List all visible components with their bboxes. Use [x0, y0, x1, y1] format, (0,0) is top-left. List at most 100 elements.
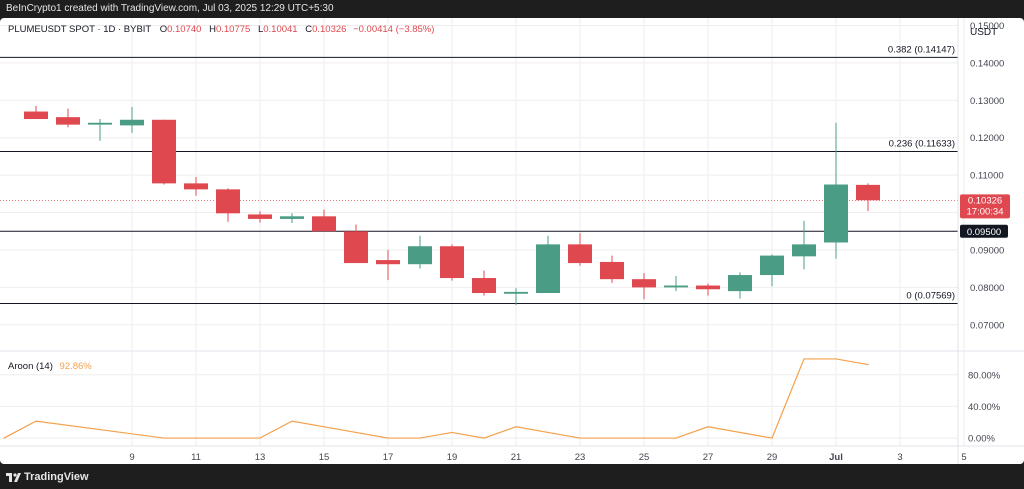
- svg-text:PLUMEUSDT SPOT · 1D · BYBIT: PLUMEUSDT SPOT · 1D · BYBIT O0.10740 H0.…: [8, 24, 434, 35]
- candle-body: [856, 184, 880, 201]
- aroon-name: Aroon (14): [8, 361, 53, 372]
- close-label: C: [305, 24, 312, 35]
- low-value: 0.10041: [263, 24, 297, 35]
- aroon-tick-label: 40.00%: [968, 402, 1001, 413]
- time-tick-label: 15: [319, 452, 330, 463]
- close-value: 0.10326: [312, 24, 346, 35]
- time-tick-label: 3: [897, 452, 902, 463]
- candle-body: [760, 255, 784, 276]
- aroon-pane: [3, 358, 869, 439]
- candle-body: [248, 214, 272, 219]
- candle-body: [440, 246, 464, 279]
- aroon-tick-label: 80.00%: [968, 370, 1001, 381]
- aroon-point: [451, 431, 453, 434]
- time-axis: 9 11 13 15 17 19 21 23 25 27 29 Jul 3 5: [129, 452, 966, 463]
- candle-body: [280, 216, 304, 219]
- price-tick-label: 0.08000: [970, 283, 1004, 294]
- high-value: 0.10775: [216, 24, 250, 35]
- candle-body: [120, 119, 144, 126]
- candle-body: [24, 111, 48, 120]
- time-tick-label: 21: [511, 452, 522, 463]
- aroon-point: [259, 437, 261, 439]
- aroon-point: [547, 431, 549, 434]
- aroon-legend: Aroon (14) 92.86%: [8, 361, 92, 372]
- aroon-line: [3, 358, 869, 439]
- fib-levels: 0.382 (0.14147) 0.236 (0.11633) 0 (0.07569…: [0, 44, 958, 305]
- aroon-point: [643, 437, 645, 439]
- time-tick-label: Jul: [829, 452, 843, 463]
- chart-card: 0.382 (0.14147) 0.236 (0.11633) 0 (0.07569…: [0, 18, 1024, 464]
- candle-body: [88, 122, 112, 125]
- candle-body: [376, 260, 400, 265]
- fib-level-label: 0.382 (0.14147): [888, 44, 955, 55]
- candle-body: [344, 231, 368, 264]
- aroon-point: [771, 437, 773, 439]
- price-tick-label: 0.13000: [970, 96, 1004, 107]
- aroon-point: [867, 363, 869, 366]
- aroon-point: [835, 358, 837, 360]
- aroon-point: [419, 437, 421, 439]
- creator-bar: BeInCrypto1 created with TradingView.com…: [0, 0, 1024, 18]
- candle-body: [536, 244, 560, 294]
- price-tick-label: 0.11000: [970, 171, 1004, 182]
- aroon-point: [163, 437, 165, 439]
- candle-body: [568, 244, 592, 264]
- candle-body: [184, 183, 208, 190]
- candle-body: [824, 184, 848, 243]
- tradingview-logo-icon: [6, 473, 21, 482]
- candle-body: [216, 189, 240, 214]
- candle-body: [472, 278, 496, 294]
- time-tick-label: 11: [191, 452, 201, 463]
- time-tick-label: 5: [961, 452, 966, 463]
- tradingview-footer: TradingView: [0, 466, 1024, 489]
- time-tick-label: 13: [255, 452, 266, 463]
- open-value: 0.10740: [167, 24, 201, 35]
- aroon-value: 92.86%: [60, 361, 93, 372]
- time-tick-label: 25: [639, 452, 650, 463]
- candle-body: [504, 291, 528, 294]
- aroon-point: [803, 358, 805, 360]
- price-tick-label: 0.07000: [970, 320, 1004, 331]
- price-tick-label: 0.15000: [970, 21, 1004, 32]
- candle-body: [728, 275, 752, 292]
- aroon-point: [611, 437, 613, 439]
- support-level-badge: 0.09500: [960, 224, 1008, 238]
- candles: [24, 105, 880, 305]
- high-label: H: [209, 24, 216, 35]
- price-tick-label: 0.14000: [970, 58, 1004, 69]
- time-tick-label: 29: [767, 452, 778, 463]
- candle-body: [664, 285, 688, 288]
- time-tick-label: 23: [575, 452, 586, 463]
- change-value: −0.00414 (−3.85%): [353, 24, 434, 35]
- current-price-badge: 0.10326 17:00:34: [960, 194, 1010, 219]
- grid: [0, 18, 965, 446]
- tradingview-brand: TradingView: [24, 471, 89, 483]
- currency-label: USDT: [970, 27, 997, 38]
- aroon-axis: 0.00% 40.00% 80.00%: [968, 370, 1001, 444]
- price-tick-label: 0.09000: [970, 245, 1004, 256]
- aroon-point: [675, 437, 677, 439]
- candle-body: [600, 261, 624, 280]
- chart-canvas[interactable]: 0.382 (0.14147) 0.236 (0.11633) 0 (0.07569…: [0, 18, 1024, 464]
- aroon-point: [707, 426, 709, 428]
- countdown-label: 17:00:34: [967, 206, 1004, 217]
- current-price-label: 0.10326: [968, 195, 1002, 206]
- aroon-point: [355, 431, 357, 434]
- candle-body: [792, 244, 816, 257]
- open-label: O: [160, 24, 167, 35]
- time-tick-label: 27: [703, 452, 714, 463]
- price-tick-label: 0.12000: [970, 133, 1004, 144]
- symbol-legend: PLUMEUSDT SPOT · 1D · BYBIT O0.10740 H0.…: [8, 24, 434, 35]
- time-tick-label: 19: [447, 452, 458, 463]
- candle-body: [408, 246, 432, 265]
- aroon-point: [195, 437, 197, 439]
- aroon-point: [387, 437, 389, 439]
- price-axis: 0.070000.080000.090000.100000.110000.120…: [970, 21, 1004, 331]
- candle-body: [312, 216, 336, 232]
- time-tick-label: 9: [129, 452, 134, 463]
- support-level-label: 0.09500: [967, 227, 1001, 238]
- candle-body: [152, 119, 176, 184]
- aroon-point: [291, 420, 293, 422]
- aroon-point: [515, 426, 517, 428]
- aroon-point: [35, 420, 37, 422]
